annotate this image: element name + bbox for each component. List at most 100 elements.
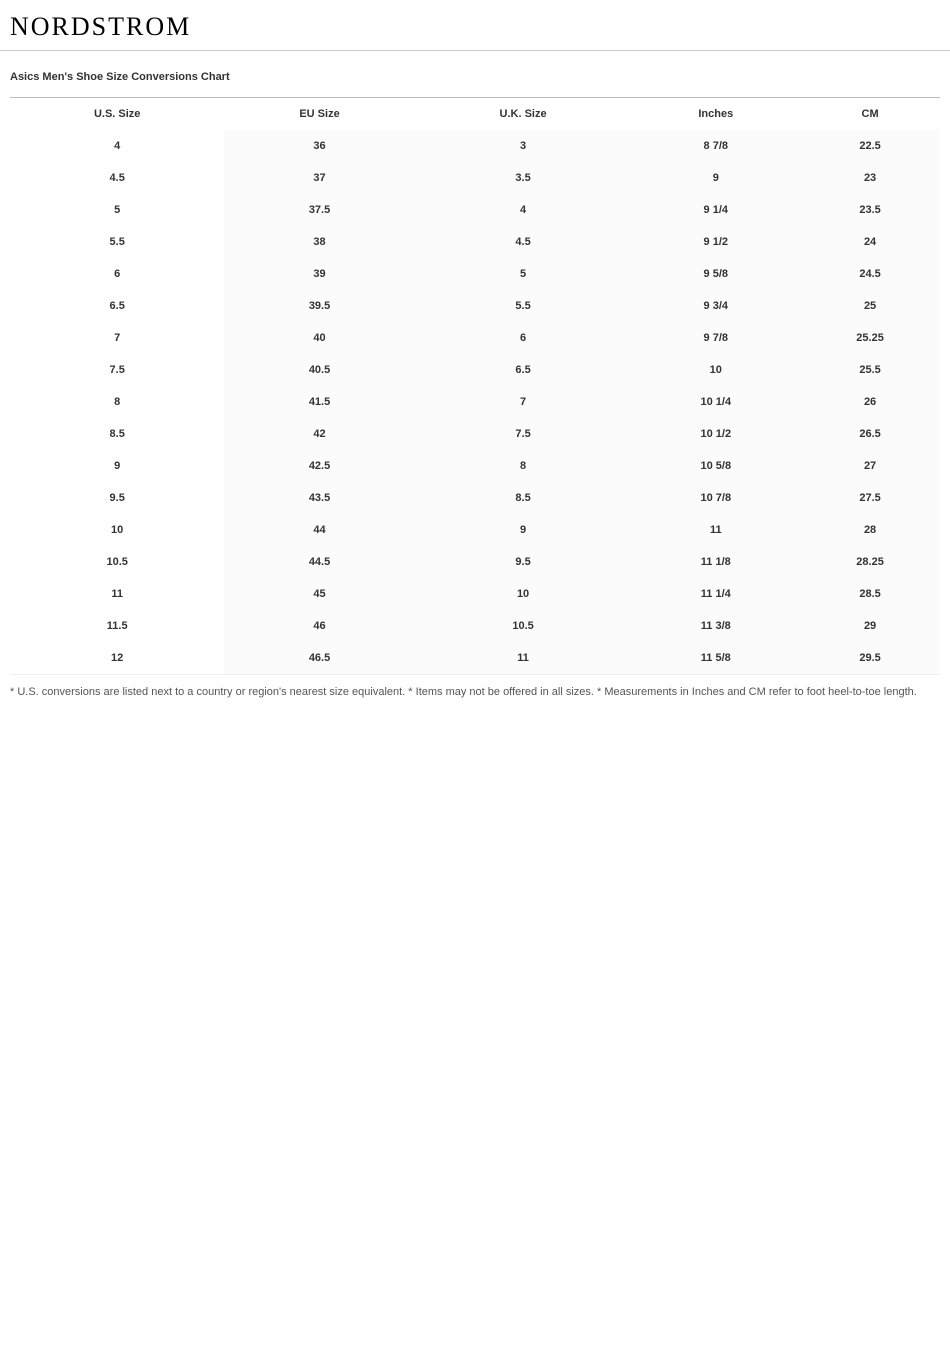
table-cell: 26.5 xyxy=(800,418,940,450)
table-cell: 39 xyxy=(224,258,414,290)
table-cell: 10 xyxy=(631,354,800,386)
table-row: 9.543.58.510 7/827.5 xyxy=(10,482,940,514)
table-cell: 29 xyxy=(800,610,940,642)
table-cell: 10 1/4 xyxy=(631,386,800,418)
table-cell: 9.5 xyxy=(415,546,632,578)
table-cell: 3 xyxy=(415,130,632,162)
table-cell: 7 xyxy=(415,386,632,418)
table-cell: 42.5 xyxy=(224,450,414,482)
table-cell: 11 1/8 xyxy=(631,546,800,578)
table-cell: 46.5 xyxy=(224,642,414,675)
table-cell: 9 3/4 xyxy=(631,290,800,322)
table-cell: 44 xyxy=(224,514,414,546)
table-cell: 29.5 xyxy=(800,642,940,675)
table-cell: 26 xyxy=(800,386,940,418)
table-cell: 4.5 xyxy=(415,226,632,258)
table-row: 11451011 1/428.5 xyxy=(10,578,940,610)
size-chart-table: U.S. Size EU Size U.K. Size Inches CM 43… xyxy=(10,97,940,675)
table-cell: 45 xyxy=(224,578,414,610)
table-cell: 37 xyxy=(224,162,414,194)
table-cell: 8 7/8 xyxy=(631,130,800,162)
table-cell: 4.5 xyxy=(10,162,224,194)
table-cell: 40 xyxy=(224,322,414,354)
table-cell: 6.5 xyxy=(415,354,632,386)
table-cell: 8 xyxy=(415,450,632,482)
table-cell: 8 xyxy=(10,386,224,418)
table-cell: 36 xyxy=(224,130,414,162)
table-cell: 9 7/8 xyxy=(631,322,800,354)
table-cell: 11 3/8 xyxy=(631,610,800,642)
chart-title: Asics Men's Shoe Size Conversions Chart xyxy=(10,71,940,83)
table-cell: 28.5 xyxy=(800,578,940,610)
table-cell: 5.5 xyxy=(10,226,224,258)
table-cell: 41.5 xyxy=(224,386,414,418)
table-cell: 9 1/2 xyxy=(631,226,800,258)
table-cell: 43.5 xyxy=(224,482,414,514)
table-row: 4.5373.5923 xyxy=(10,162,940,194)
table-cell: 11 1/4 xyxy=(631,578,800,610)
table-cell: 27 xyxy=(800,450,940,482)
table-cell: 38 xyxy=(224,226,414,258)
table-row: 5.5384.59 1/224 xyxy=(10,226,940,258)
footnote-text: * U.S. conversions are listed next to a … xyxy=(10,685,940,700)
table-cell: 10 7/8 xyxy=(631,482,800,514)
table-cell: 40.5 xyxy=(224,354,414,386)
table-cell: 7 xyxy=(10,322,224,354)
table-row: 74069 7/825.25 xyxy=(10,322,940,354)
col-header: U.K. Size xyxy=(415,98,632,131)
table-cell: 23.5 xyxy=(800,194,940,226)
table-row: 1246.51111 5/829.5 xyxy=(10,642,940,675)
table-cell: 5.5 xyxy=(415,290,632,322)
table-cell: 11 xyxy=(10,578,224,610)
col-header: EU Size xyxy=(224,98,414,131)
table-cell: 12 xyxy=(10,642,224,675)
table-row: 104491128 xyxy=(10,514,940,546)
table-row: 6.539.55.59 3/425 xyxy=(10,290,940,322)
table-cell: 44.5 xyxy=(224,546,414,578)
table-cell: 5 xyxy=(10,194,224,226)
table-cell: 9 xyxy=(631,162,800,194)
table-cell: 10.5 xyxy=(415,610,632,642)
table-cell: 22.5 xyxy=(800,130,940,162)
table-row: 537.549 1/423.5 xyxy=(10,194,940,226)
table-cell: 28 xyxy=(800,514,940,546)
table-cell: 5 xyxy=(415,258,632,290)
table-cell: 24.5 xyxy=(800,258,940,290)
table-cell: 8.5 xyxy=(415,482,632,514)
table-cell: 37.5 xyxy=(224,194,414,226)
table-cell: 10 xyxy=(10,514,224,546)
table-cell: 10 xyxy=(415,578,632,610)
table-cell: 6 xyxy=(10,258,224,290)
table-row: 11.54610.511 3/829 xyxy=(10,610,940,642)
table-row: 841.5710 1/426 xyxy=(10,386,940,418)
table-cell: 11 xyxy=(415,642,632,675)
table-cell: 25 xyxy=(800,290,940,322)
table-header-row: U.S. Size EU Size U.K. Size Inches CM xyxy=(10,98,940,131)
table-cell: 9 1/4 xyxy=(631,194,800,226)
table-cell: 23 xyxy=(800,162,940,194)
main-content: Asics Men's Shoe Size Conversions Chart … xyxy=(0,51,950,710)
table-cell: 42 xyxy=(224,418,414,450)
table-row: 8.5427.510 1/226.5 xyxy=(10,418,940,450)
table-cell: 39.5 xyxy=(224,290,414,322)
table-cell: 7.5 xyxy=(10,354,224,386)
table-row: 43638 7/822.5 xyxy=(10,130,940,162)
table-cell: 10 1/2 xyxy=(631,418,800,450)
col-header: U.S. Size xyxy=(10,98,224,131)
table-cell: 8.5 xyxy=(10,418,224,450)
table-row: 63959 5/824.5 xyxy=(10,258,940,290)
table-cell: 28.25 xyxy=(800,546,940,578)
table-cell: 27.5 xyxy=(800,482,940,514)
table-cell: 9 xyxy=(10,450,224,482)
table-cell: 9 5/8 xyxy=(631,258,800,290)
table-cell: 9 xyxy=(415,514,632,546)
table-cell: 9.5 xyxy=(10,482,224,514)
table-cell: 11.5 xyxy=(10,610,224,642)
table-cell: 4 xyxy=(415,194,632,226)
table-cell: 6 xyxy=(415,322,632,354)
table-cell: 46 xyxy=(224,610,414,642)
table-cell: 7.5 xyxy=(415,418,632,450)
col-header: Inches xyxy=(631,98,800,131)
table-row: 7.540.56.51025.5 xyxy=(10,354,940,386)
page-header: NORDSTROM xyxy=(0,0,950,51)
